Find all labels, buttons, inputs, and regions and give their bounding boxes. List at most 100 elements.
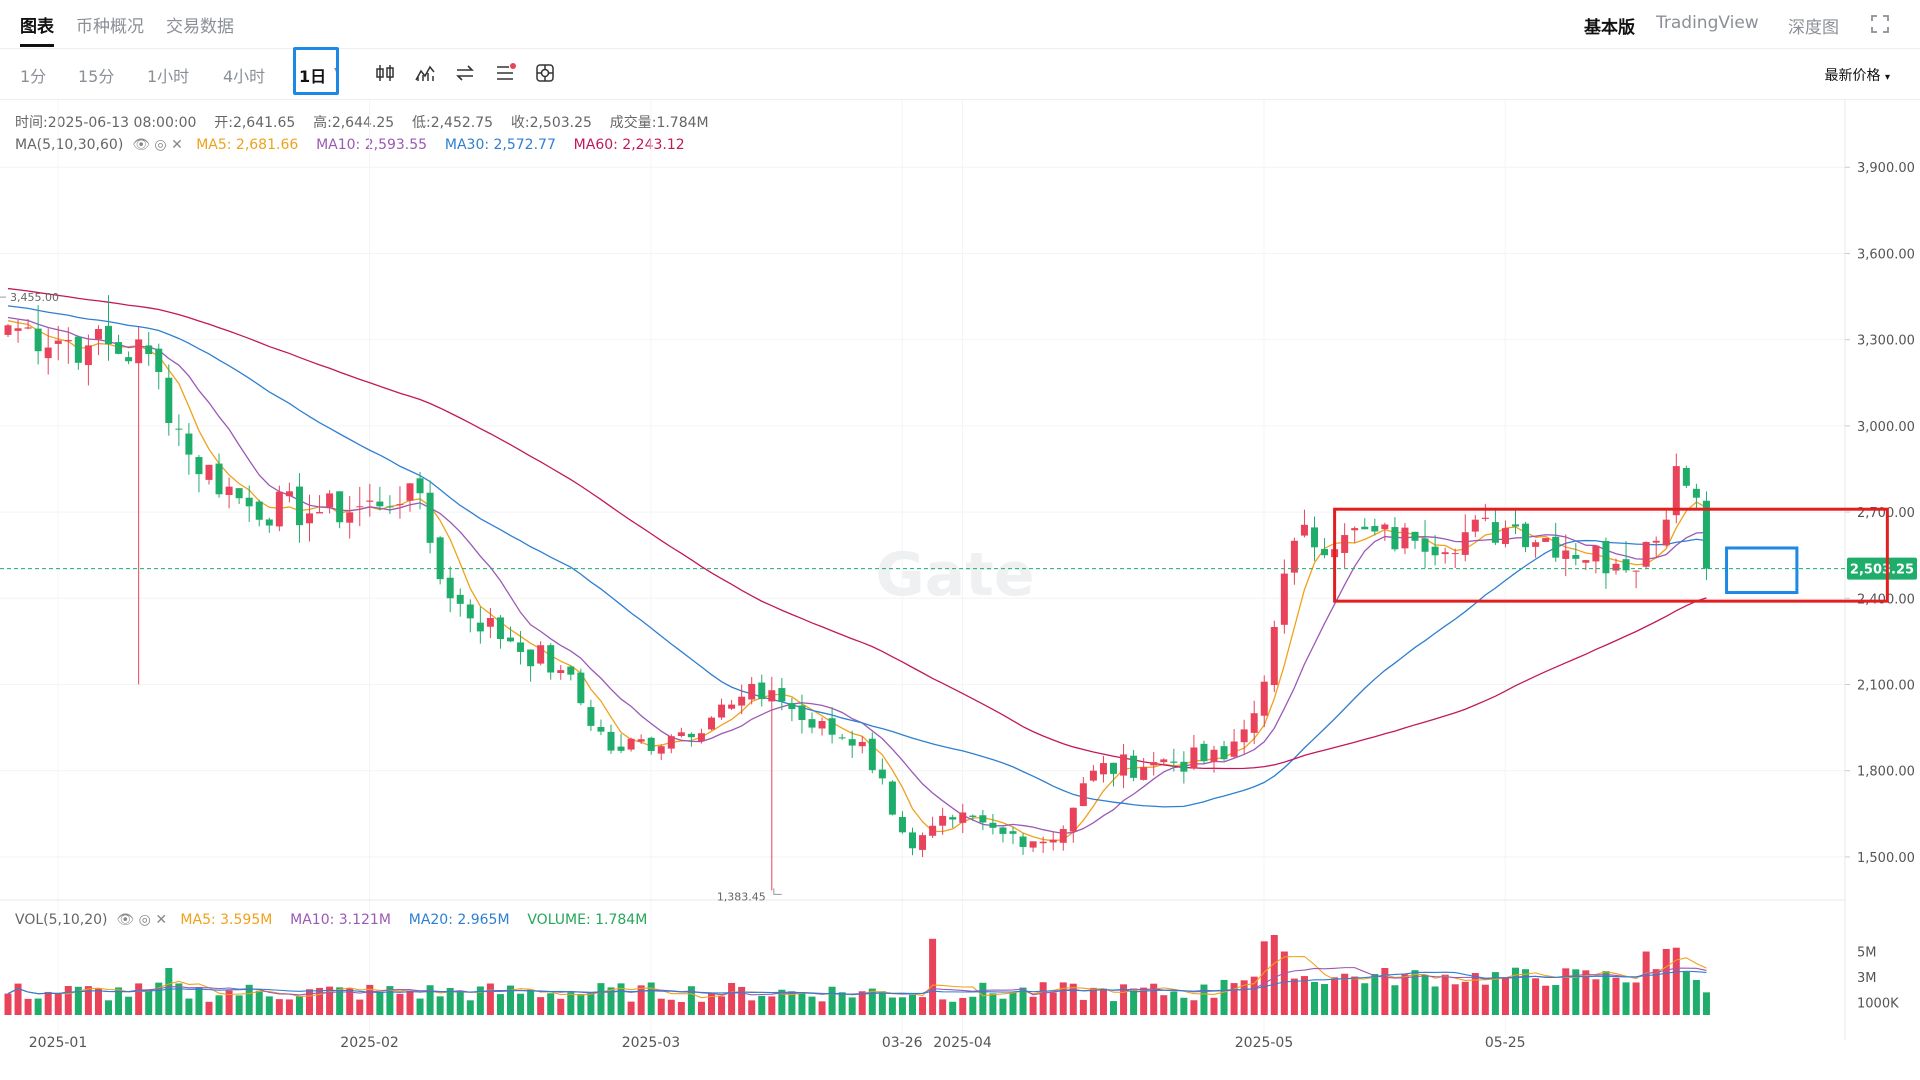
top-bar: 图表 币种概况 交易数据 基本版 TradingView 深度图	[0, 0, 1920, 49]
volume-bar	[597, 983, 605, 1015]
crosshair-settings-icon[interactable]	[534, 62, 556, 84]
volume-bar	[165, 968, 173, 1015]
volume-bar	[285, 999, 293, 1015]
tab-chart[interactable]: 图表	[20, 17, 54, 37]
eye-icon[interactable]: 👁	[116, 912, 135, 928]
timeframe-1d[interactable]: 1日	[299, 67, 327, 86]
candle-body	[1250, 713, 1258, 733]
close-icon[interactable]: ✕	[171, 137, 183, 153]
volume-bar	[637, 985, 645, 1015]
timeframe-4h[interactable]: 4小时	[223, 67, 266, 86]
tab-basic[interactable]: 基本版	[1584, 18, 1635, 38]
time-axis-label: 2025-05	[1235, 1035, 1294, 1051]
volume-bar	[758, 995, 766, 1015]
volume-bar	[828, 986, 836, 1015]
volume-bar	[587, 992, 595, 1015]
volume-bar	[1562, 968, 1570, 1015]
high-marker-label: 3,455.00	[10, 291, 59, 304]
candle-body	[476, 622, 484, 632]
candle-body	[14, 328, 22, 331]
candle-body	[557, 670, 565, 674]
eye-icon[interactable]: 👁	[132, 137, 150, 153]
swap-icon[interactable]	[454, 62, 476, 84]
volume-bar	[667, 999, 675, 1015]
tab-tradingview[interactable]: TradingView	[1656, 13, 1759, 33]
volume-bar	[54, 993, 62, 1015]
volume-bar	[265, 996, 273, 1015]
candle-body	[215, 463, 223, 495]
candle-body	[1632, 570, 1640, 572]
ohlc-info: 时间:2025-06-13 08:00:00 开:2,641.65 高:2,64…	[15, 112, 709, 132]
candle-body	[486, 617, 494, 627]
volume-bar	[1099, 988, 1107, 1015]
candle-body	[1451, 553, 1459, 555]
volume-bar	[1200, 984, 1208, 1015]
close-icon[interactable]: ✕	[155, 912, 168, 928]
candle-body	[1431, 546, 1439, 556]
candle-body	[285, 491, 293, 497]
candle-body	[677, 732, 685, 736]
candle-body	[527, 649, 535, 667]
low-value: 2,452.75	[430, 115, 494, 131]
candle-body	[758, 682, 766, 700]
volume-bar	[818, 1001, 826, 1015]
candle-body	[1190, 747, 1198, 769]
vol-ma20-legend: MA20: 2.965M	[408, 912, 510, 928]
time-value: 2025-06-13 08:00:00	[47, 115, 197, 131]
candle-body	[1622, 559, 1630, 571]
candle-type-icon[interactable]	[374, 62, 396, 84]
volume-bar	[878, 991, 886, 1015]
time-axis-label: 05-25	[1485, 1035, 1526, 1051]
high-label: 高:	[313, 115, 332, 131]
volume-bar	[557, 998, 565, 1015]
candle-body	[416, 478, 424, 494]
volume-bar	[275, 999, 283, 1015]
candle-body	[155, 348, 163, 373]
volume-bar	[1421, 974, 1429, 1015]
volume-bar	[1602, 971, 1610, 1015]
volume-bar	[1441, 974, 1449, 1015]
candle-body	[316, 512, 324, 514]
vol-legend-name: VOL(5,10,20)	[15, 912, 108, 928]
candle-body	[306, 513, 313, 524]
settings-icon[interactable]: ◎	[154, 137, 167, 153]
candle-body	[1401, 527, 1409, 549]
tab-coin-overview[interactable]: 币种概况	[76, 17, 144, 37]
volume-bar	[1612, 977, 1620, 1015]
ma60-legend: MA60: 2,243.12	[573, 137, 685, 153]
candle-body	[1512, 524, 1519, 527]
timeframe-1m[interactable]: 1分	[20, 67, 47, 86]
settings-icon[interactable]: ◎	[138, 912, 151, 928]
list-settings-icon[interactable]	[494, 62, 516, 84]
volume-bar	[718, 996, 726, 1015]
timeframe-15m[interactable]: 15分	[78, 67, 115, 86]
volume-bar	[959, 997, 967, 1015]
volume-bar	[949, 1001, 957, 1015]
candle-body	[1130, 755, 1138, 778]
expand-icon[interactable]	[1870, 14, 1890, 34]
volume-bar	[547, 993, 555, 1015]
candle-body	[718, 704, 726, 718]
price-type-select[interactable]: 最新价格 ▾	[1825, 65, 1890, 85]
vol-ma10-legend: MA10: 3.121M	[290, 912, 391, 928]
indicator-icon[interactable]	[414, 62, 436, 84]
price-chart[interactable]: Gate 1,500.001,800.002,100.002,400.002,7…	[0, 100, 1920, 1080]
volume-bar	[326, 986, 334, 1015]
volume-bar	[396, 993, 404, 1015]
timeframe-1h[interactable]: 1小时	[147, 67, 190, 86]
tab-trade-data[interactable]: 交易数据	[166, 17, 234, 37]
low-marker-arrow	[773, 888, 782, 895]
volume-bar	[1230, 983, 1238, 1015]
volume-bar	[768, 996, 776, 1015]
volume-bar	[1542, 985, 1550, 1015]
candle-body	[1069, 807, 1077, 832]
tab-depth[interactable]: 深度图	[1788, 18, 1839, 38]
volume-bar	[1250, 976, 1258, 1015]
volume-bar	[677, 1001, 685, 1015]
close-label: 收:	[510, 115, 530, 131]
volume-bar	[1361, 983, 1369, 1015]
candle-body	[607, 731, 615, 751]
candle-body	[1240, 729, 1248, 743]
volume-bar	[1120, 984, 1128, 1015]
volume-bar	[1140, 987, 1148, 1015]
